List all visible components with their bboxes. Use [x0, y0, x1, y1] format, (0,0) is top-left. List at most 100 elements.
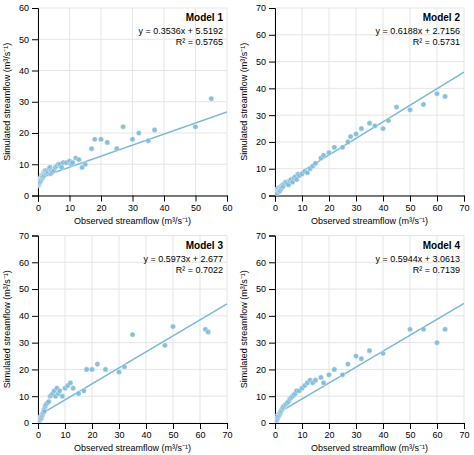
tick: 10 — [256, 164, 275, 174]
tick: 70 — [19, 231, 38, 241]
tick-label: 20 — [324, 430, 334, 440]
grid-line — [92, 236, 93, 424]
point — [443, 94, 448, 99]
grid-line — [38, 369, 227, 370]
tick-mark — [227, 423, 228, 429]
tick-mark — [32, 8, 38, 9]
point — [116, 370, 121, 375]
grid-line — [38, 235, 227, 236]
tick: 0 — [36, 196, 41, 213]
tick: 20 — [256, 365, 275, 375]
point — [345, 361, 350, 366]
tick: 60 — [19, 3, 38, 13]
tick-mark — [383, 196, 384, 202]
tick: 10 — [60, 423, 70, 440]
tick: 40 — [19, 311, 38, 321]
point — [170, 324, 175, 329]
tick-label: 70 — [459, 203, 469, 213]
grid-line — [275, 8, 464, 9]
tick-mark — [269, 236, 275, 237]
tick-label: 50 — [19, 35, 29, 45]
tick: 20 — [256, 137, 275, 147]
tick-mark — [32, 289, 38, 290]
tick-label: 70 — [256, 231, 266, 241]
tick-mark — [269, 289, 275, 290]
tick-label: 20 — [87, 430, 97, 440]
tick-label: 40 — [159, 203, 169, 213]
grid-line — [275, 115, 464, 116]
tick: 20 — [87, 423, 97, 440]
grid-line — [275, 235, 464, 236]
axis-line — [39, 424, 228, 430]
tick: 20 — [19, 128, 38, 138]
tick: 10 — [297, 423, 307, 440]
point — [95, 361, 100, 366]
tick-label: 10 — [297, 430, 307, 440]
grid-line — [38, 342, 227, 343]
tick: 30 — [256, 338, 275, 348]
tick: 40 — [378, 196, 388, 213]
point — [46, 399, 51, 404]
x-axis-title: Observed streamflow (m³/s⁻¹) — [311, 216, 428, 226]
y-axis: 0102030405060 — [19, 3, 39, 201]
x-axis-title: Observed streamflow (m³/s⁻¹) — [311, 443, 428, 453]
tick-mark — [164, 196, 165, 202]
point — [81, 388, 86, 393]
point — [209, 96, 214, 101]
point — [89, 146, 94, 151]
axis-line — [276, 424, 465, 430]
panel-title: Model 2 — [423, 12, 461, 23]
tick-label: 40 — [141, 430, 151, 440]
point — [98, 137, 103, 142]
y-axis: 010203040506070 — [256, 3, 276, 201]
point — [407, 107, 412, 112]
tick-label: 60 — [432, 203, 442, 213]
y-axis: 010203040506070 — [19, 231, 39, 429]
grid-line — [302, 8, 303, 196]
tick-label: 60 — [256, 30, 266, 40]
tick: 0 — [24, 418, 38, 428]
grid-line — [410, 8, 411, 196]
tick-mark — [92, 423, 93, 429]
grid-line — [38, 133, 227, 134]
tick-label: 60 — [195, 430, 205, 440]
point — [421, 102, 426, 107]
tick: 30 — [351, 196, 361, 213]
point — [120, 124, 125, 129]
tick-label: 70 — [19, 231, 29, 241]
grid-line — [275, 289, 464, 290]
tick: 70 — [256, 3, 275, 13]
tick: 10 — [256, 392, 275, 402]
tick-label: 20 — [256, 365, 266, 375]
tick: 20 — [324, 196, 334, 213]
point — [443, 327, 448, 332]
tick-mark — [269, 62, 275, 63]
tick-label: 60 — [222, 203, 232, 213]
tick-label: 40 — [378, 203, 388, 213]
tick-label: 20 — [19, 365, 29, 375]
tick-mark — [269, 8, 275, 9]
point — [84, 367, 89, 372]
tick-label: 10 — [297, 203, 307, 213]
tick: 10 — [297, 196, 307, 213]
tick-label: 50 — [256, 57, 266, 67]
tick: 0 — [273, 196, 278, 213]
y-axis-title: Simulated streamflow (m³/s⁻¹) — [239, 270, 249, 388]
tick: 40 — [256, 311, 275, 321]
point — [340, 145, 345, 150]
tick: 10 — [19, 160, 38, 170]
point — [130, 332, 135, 337]
regression-line — [38, 304, 227, 416]
tick-mark — [269, 343, 275, 344]
tick: 70 — [459, 423, 469, 440]
point — [332, 367, 337, 372]
tick: 50 — [405, 423, 415, 440]
tick-label: 0 — [273, 430, 278, 440]
panel-title: Model 1 — [186, 12, 224, 23]
tick-label: 30 — [256, 111, 266, 121]
grid — [275, 236, 464, 424]
tick: 30 — [19, 97, 38, 107]
point — [359, 126, 364, 131]
grid-line — [275, 61, 464, 62]
point — [57, 388, 62, 393]
